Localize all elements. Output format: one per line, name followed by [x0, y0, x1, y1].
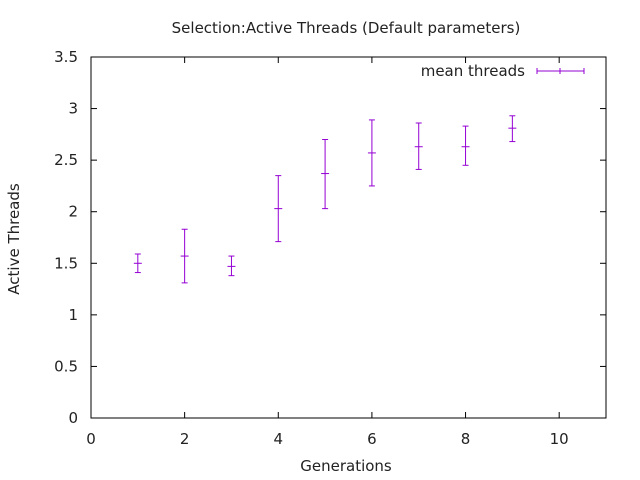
y-tick-label: 3.5 [54, 48, 78, 66]
y-axis-title: Active Threads [5, 183, 23, 295]
error-bar-point [508, 115, 517, 143]
y-tick-label: 2.5 [54, 151, 78, 169]
chart-title: Selection:Active Threads (Default parame… [172, 19, 521, 37]
plot-frame [90, 56, 607, 419]
error-bar-point [133, 253, 142, 274]
x-tick-label: 4 [273, 430, 283, 448]
y-tick-label: 2 [68, 203, 78, 221]
ticks: 0 0.5 1 1.5 2 2.5 3 3.5 0 2 4 6 8 10 [54, 48, 606, 448]
y-tick-label: 1 [68, 306, 78, 324]
y-tick-label: 1.5 [54, 254, 78, 272]
error-bar-point [321, 139, 330, 210]
x-tick-label: 8 [461, 430, 471, 448]
error-bar-point [180, 228, 189, 284]
legend: mean threads [421, 62, 585, 80]
y-tick-label: 0 [68, 409, 78, 427]
series-layer [133, 115, 517, 284]
y-tick-label: 3 [68, 100, 78, 118]
y-tick-label: 0.5 [54, 357, 78, 375]
x-tick-label: 10 [550, 430, 569, 448]
axes [90, 56, 607, 419]
error-bar-point [367, 119, 376, 187]
x-axis-title: Generations [300, 457, 392, 475]
x-tick-label: 6 [367, 430, 377, 448]
error-bar-point [461, 125, 470, 166]
error-bar-point [274, 175, 283, 243]
error-bar-point [227, 255, 236, 277]
error-bar-point [414, 122, 423, 170]
x-tick-label: 2 [180, 430, 190, 448]
x-tick-label: 0 [86, 430, 96, 448]
legend-label: mean threads [421, 62, 525, 80]
